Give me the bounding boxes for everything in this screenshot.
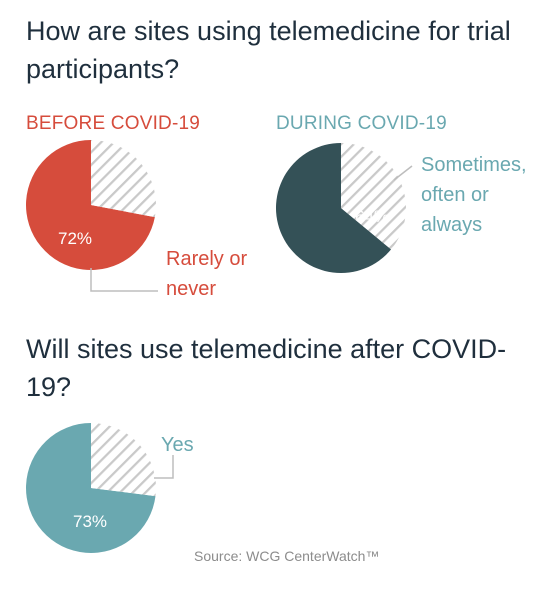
value-label-during: 64% [355, 207, 389, 226]
pie-slice-after-yes [26, 423, 156, 554]
source-note: Source: WCG CenterWatch™ [194, 548, 380, 564]
pie-title-during: DURING COVID-19 [276, 113, 447, 134]
pie-slice-during-other [341, 143, 406, 250]
value-label-before: 72% [58, 229, 92, 248]
pie-slice-after-other [91, 423, 157, 497]
slice-label-rarely-or-never: Rarely or never [166, 248, 248, 300]
slice-label-yes: Yes [161, 434, 194, 456]
chart-title-1: How are sites using telemedicine for tri… [26, 16, 511, 84]
leader-line-yes [154, 455, 174, 479]
slice-label-sometimes-often-always: Sometimes, often or always [421, 154, 527, 236]
pie-after-covid: 73% [26, 423, 157, 554]
pie-before-covid: 72% [26, 140, 157, 271]
pie-slice-before-other [91, 140, 157, 218]
leader-line-sometimes [393, 165, 413, 181]
value-label-after: 73% [73, 512, 107, 531]
pie-slice-during-sometimes-often-always [275, 143, 392, 273]
pie-during-covid: 64% [275, 143, 406, 273]
chart-title-2: Will sites use telemedicine after COVID-… [26, 334, 507, 402]
leader-line-rarely [90, 268, 158, 292]
pie-title-before: BEFORE COVID-19 [26, 113, 201, 134]
pie-slice-before-rarely-or-never [26, 140, 155, 271]
